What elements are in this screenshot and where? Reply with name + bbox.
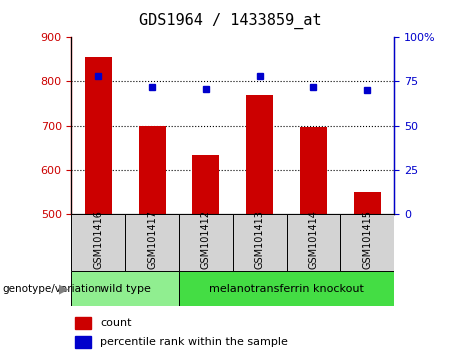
Bar xyxy=(179,214,233,271)
Bar xyxy=(300,127,327,214)
Text: ▶: ▶ xyxy=(59,282,68,295)
Bar xyxy=(233,214,287,271)
Text: GDS1964 / 1433859_at: GDS1964 / 1433859_at xyxy=(139,12,322,29)
Text: GSM101412: GSM101412 xyxy=(201,210,211,269)
Text: GSM101417: GSM101417 xyxy=(147,210,157,269)
Bar xyxy=(85,57,112,214)
Bar xyxy=(354,192,381,214)
Bar xyxy=(125,214,179,271)
Text: GSM101413: GSM101413 xyxy=(254,210,265,269)
Bar xyxy=(287,214,340,271)
Text: percentile rank within the sample: percentile rank within the sample xyxy=(100,337,289,347)
Text: count: count xyxy=(100,318,132,327)
Bar xyxy=(193,155,219,214)
Bar xyxy=(179,271,394,306)
Bar xyxy=(71,214,125,271)
Text: wild type: wild type xyxy=(100,284,151,293)
Bar xyxy=(75,336,91,348)
Text: GSM101415: GSM101415 xyxy=(362,210,372,269)
Bar xyxy=(139,126,165,214)
Text: melanotransferrin knockout: melanotransferrin knockout xyxy=(209,284,364,293)
Bar xyxy=(340,214,394,271)
Bar xyxy=(71,271,179,306)
Bar xyxy=(75,316,91,329)
Text: GSM101414: GSM101414 xyxy=(308,210,319,269)
Text: genotype/variation: genotype/variation xyxy=(2,284,101,293)
Text: GSM101416: GSM101416 xyxy=(93,210,103,269)
Bar xyxy=(246,95,273,214)
